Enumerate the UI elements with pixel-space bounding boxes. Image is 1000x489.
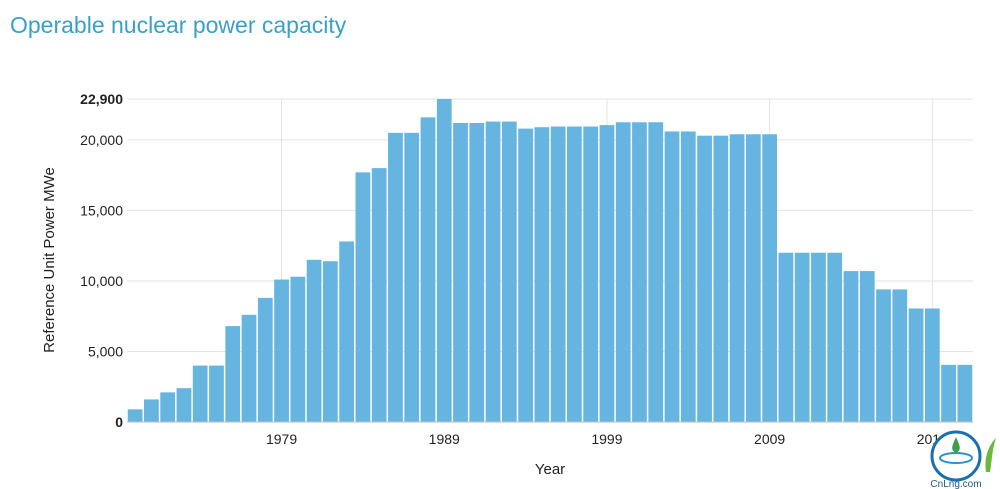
bar-1993 [501,121,517,422]
bar-1972 [160,392,176,422]
bar-1999 [599,125,615,423]
bar-1980 [290,276,306,422]
logo-text: CnLng.com [930,479,981,489]
bar-1982 [322,261,338,422]
bar-1984 [355,172,371,422]
bar-2003 [664,131,680,423]
bar-1987 [404,132,420,422]
bar-2020 [941,364,956,422]
bar-1975 [209,365,224,422]
bar-1990 [453,122,468,423]
x-tick-label: 1999 [591,431,622,447]
y-tick-label: 20,000 [80,132,123,148]
bar-1991 [469,122,485,423]
bar-1996 [550,126,566,422]
x-tick-label: 1989 [429,431,460,447]
logo-leaf-icon [985,438,996,472]
bar-2009 [762,134,778,422]
bar-2000 [615,122,631,423]
bar-1988 [420,117,436,422]
x-axis-ticks: 1979 1989 1999 2009 2019 [266,431,948,447]
bar-1978 [257,297,273,422]
bar-1986 [388,132,403,422]
bar-1973 [176,388,192,422]
bar-2002 [648,122,664,423]
bar-2013 [827,252,843,422]
bar-2018 [908,308,924,422]
bar-2021 [957,364,973,422]
bar-2011 [794,252,810,422]
bar-1977 [241,314,257,422]
bar-2016 [876,289,891,422]
bar-2014 [843,271,859,422]
y-tick-label: 15,000 [80,202,123,218]
bar-2008 [745,134,761,422]
bar-2001 [632,122,647,423]
bar-1983 [339,241,355,422]
bar-1989 [436,99,452,422]
y-tick-label: 0 [115,414,123,430]
bar-1976 [225,326,241,422]
bar-2005 [697,135,712,422]
x-tick-label: 1979 [266,431,297,447]
bar-1971 [144,399,159,422]
bar-2012 [811,252,826,422]
bar-2015 [859,271,875,422]
bar-2019 [924,308,940,422]
chart-title: Operable nuclear power capacity [10,12,347,38]
bar-1974 [192,365,208,422]
bar-1992 [485,121,501,422]
bar-2007 [729,134,745,422]
logo-drop-icon [952,437,960,453]
bar-1985 [371,168,387,422]
bar-2017 [892,289,908,422]
y-tick-label: 5,000 [88,343,123,359]
bars [127,99,973,423]
x-axis-label: Year [535,461,565,478]
bar-1994 [518,128,533,422]
x-tick-label: 2009 [754,431,785,447]
y-axis-label: Reference Unit Power MWe [41,167,58,353]
bar-2004 [680,131,696,423]
bar-2006 [713,135,729,422]
bar-1970 [127,409,143,422]
bar-1995 [534,127,550,423]
bar-1981 [306,259,322,422]
bar-1979 [274,279,289,422]
y-tick-label: 10,000 [80,273,123,289]
bar-1997 [567,126,582,422]
y-axis-ticks: 0 5,000 10,000 15,000 20,000 22,900 [80,91,123,430]
bar-1998 [583,126,599,422]
y-tick-label: 22,900 [80,91,123,107]
logo-ring-icon [930,430,982,482]
cnlng-logo: CnLng.com [930,430,996,489]
bar-2010 [778,252,794,422]
